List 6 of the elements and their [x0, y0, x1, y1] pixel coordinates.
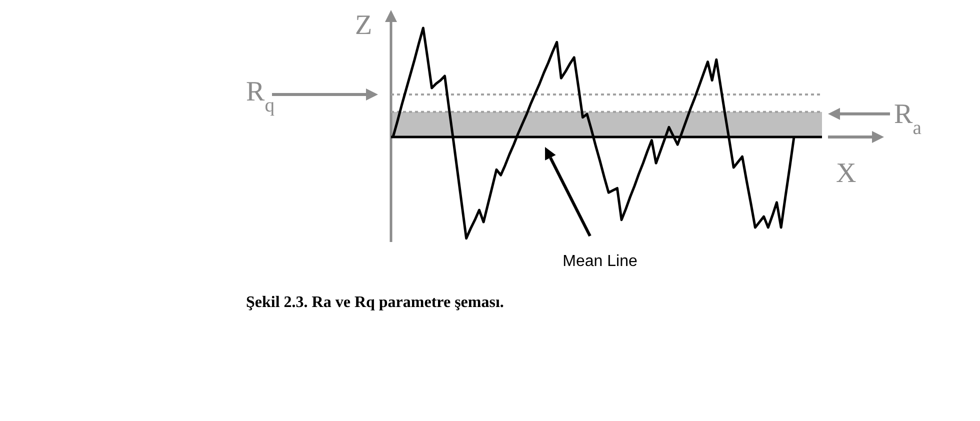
ref-line-label: R$_{q}$: [246, 76, 275, 116]
text: Şekil 2.3. Ra ve Rq parametre şeması.: [246, 294, 504, 311]
x-axis-title: X: [836, 158, 856, 189]
y-axis-title: Z: [355, 10, 372, 41]
ref-line-label: Mean Line: [562, 253, 638, 270]
band-label: R$_{a}$: [894, 98, 922, 138]
